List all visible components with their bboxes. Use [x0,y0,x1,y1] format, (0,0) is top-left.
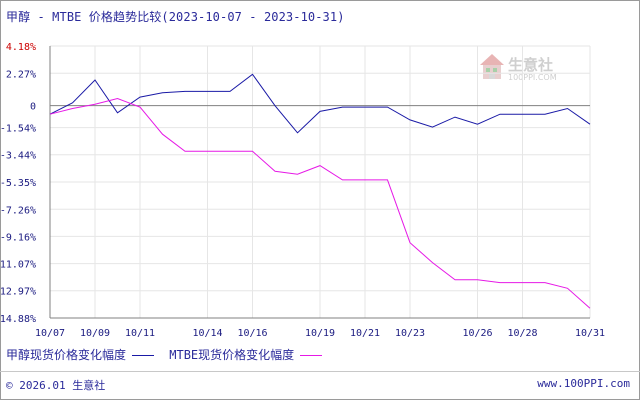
legend-line-mtbe [300,355,323,356]
x-tick-label: 10/14 [192,328,222,339]
x-tick-label: 10/16 [237,328,267,339]
x-tick-label: 10/28 [507,328,537,339]
y-tick-label: -11.07% [0,260,36,271]
x-tick-label: 10/31 [575,328,605,339]
y-tick-label: 0 [30,102,36,113]
series-line-methanol [49,73,591,134]
footer-copyright: © 2026.01 生意社 [6,379,106,392]
footer-website: www.100PPI.com [537,377,630,390]
y-tick-label: -1.54% [0,124,36,135]
series-line-mtbe [49,97,591,309]
y-tick-label: 2.27% [6,69,36,80]
y-tick-label: 4.18% [6,42,36,53]
legend-label-methanol: 甲醇现货价格变化幅度 [6,348,127,362]
x-tick-label: 10/19 [305,328,335,339]
watermark-logo: 生意社 100PPI.COM [478,52,578,86]
legend-item-methanol: 甲醇现货价格变化幅度 [6,346,155,363]
x-tick-label: 10/23 [395,328,425,339]
x-tick-label: 10/07 [35,328,65,339]
legend-item-mtbe: MTBE现货价格变化幅度 [169,346,323,363]
line-chart: 4.18% 2.27% 0 -1.54% -3.44% -5.35% -7.26% -9.16… [0,42,605,339]
y-tick-label: -9.16% [0,232,36,243]
legend-label-mtbe: MTBE现货价格变化幅度 [169,348,295,362]
legend-line-methanol [132,355,155,356]
x-tick-label: 10/11 [125,328,155,339]
chart-title: 甲醇 - MTBE 价格趋势比较(2023-10-07 - 2023-10-31… [6,10,345,24]
y-tick-label: -12.97% [0,287,36,298]
y-tick-label: -14.88% [0,314,36,325]
y-tick-label: -3.44% [0,151,36,162]
x-tick-label: 10/09 [80,328,110,339]
legend: 甲醇现货价格变化幅度 MTBE现货价格变化幅度 [6,346,330,363]
y-tick-label: -7.26% [0,205,36,216]
watermark-url: 100PPI.COM [508,73,557,82]
x-tick-label: 10/21 [350,328,380,339]
house-logo-icon [480,54,504,79]
x-tick-label: 10/26 [462,328,492,339]
footer-divider [0,371,640,372]
watermark-name: 生意社 [508,56,554,74]
y-tick-label: -5.35% [0,178,36,189]
